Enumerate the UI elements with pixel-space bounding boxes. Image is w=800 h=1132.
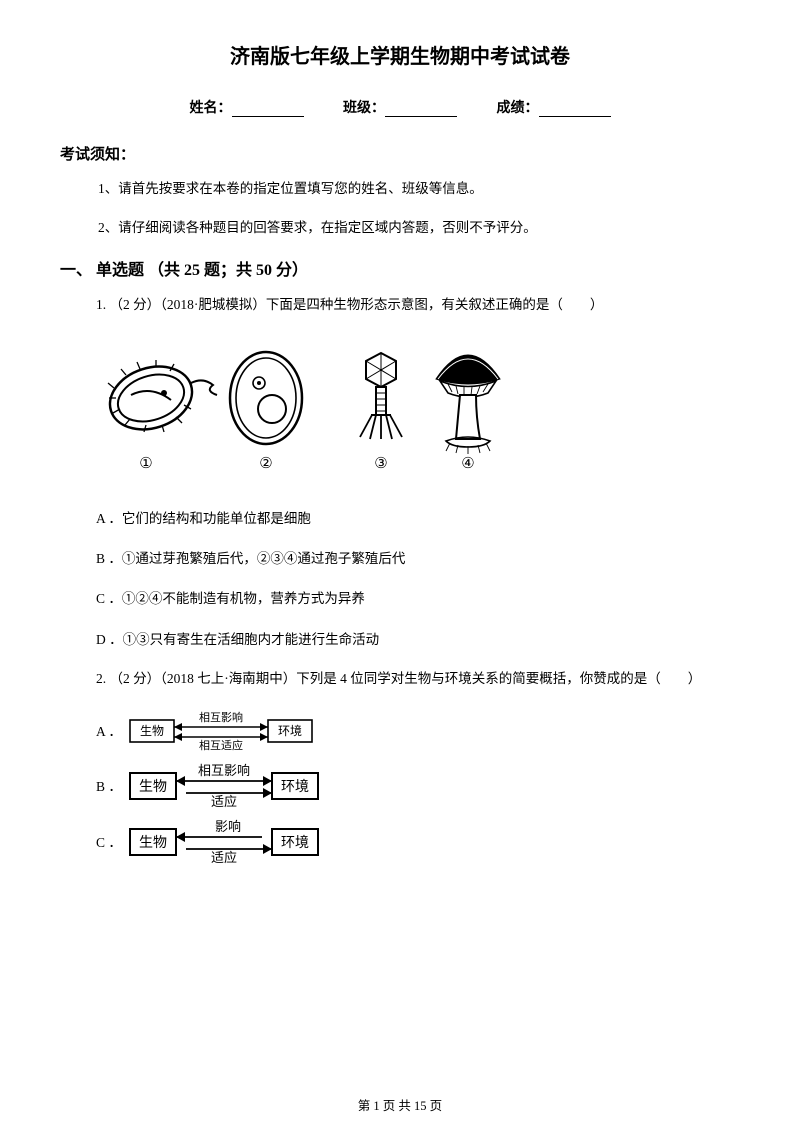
q2-option-b: B ． 生物 环境 相互影响 适应 — [96, 761, 740, 809]
page-footer: 第 1 页 共 15 页 — [0, 1095, 800, 1114]
score-blank[interactable] — [539, 102, 611, 117]
svg-text:适应: 适应 — [211, 850, 237, 865]
svg-text:环境: 环境 — [281, 835, 309, 851]
svg-text:相互适应: 相互适应 — [199, 738, 243, 752]
q1-option-b: B ．①通过芽孢繁殖后代，②③④通过孢子繁殖后代 — [96, 547, 740, 571]
svg-text:适应: 适应 — [211, 794, 237, 809]
info-line: 姓名： 班级： 成绩： — [60, 97, 740, 117]
svg-text:①: ① — [139, 456, 152, 472]
q1-option-c: C ．①②④不能制造有机物，营养方式为异养 — [96, 587, 740, 611]
q1-option-d: D ．①③只有寄生在活细胞内才能进行生命活动 — [96, 628, 740, 652]
svg-text:生物: 生物 — [139, 835, 167, 851]
option-letter-a: A ． — [96, 720, 122, 740]
svg-text:生物: 生物 — [139, 779, 167, 795]
svg-text:④: ④ — [461, 456, 474, 472]
score-label: 成绩： — [497, 101, 539, 116]
name-label: 姓名： — [190, 101, 232, 116]
option-letter-b: B ． — [96, 775, 122, 795]
exam-title: 济南版七年级上学期生物期中考试试卷 — [60, 40, 740, 69]
q1-option-a: A ．它们的结构和功能单位都是细胞 — [96, 507, 740, 531]
option-letter-c: C ． — [96, 831, 122, 851]
svg-text:③: ③ — [374, 456, 387, 472]
q1-stem: 1. （2 分）（2018·肥城模拟）下面是四种生物形态示意图，有关叙述正确的是… — [96, 294, 740, 317]
svg-text:②: ② — [259, 456, 272, 472]
svg-text:相互影响: 相互影响 — [199, 711, 243, 724]
q2-option-a: A ． 生物 环境 相互影响 相互适应 — [96, 707, 740, 753]
q2-option-c: C ． 生物 环境 影响 适应 — [96, 817, 740, 865]
class-label: 班级： — [343, 101, 385, 116]
q1-figure: ① ② — [96, 333, 740, 493]
part1-title: 一、 单选题 （共 25 题；共 50 分） — [60, 256, 740, 280]
svg-text:生物: 生物 — [140, 724, 164, 738]
svg-text:相互影响: 相互影响 — [198, 763, 250, 778]
svg-text:环境: 环境 — [278, 723, 302, 738]
class-blank[interactable] — [385, 102, 457, 117]
instruction-1: 1、请首先按要求在本卷的指定位置填写您的姓名、班级等信息。 — [98, 178, 740, 201]
instructions-header: 考试须知： — [60, 143, 740, 164]
instruction-2: 2、请仔细阅读各种题目的回答要求，在指定区域内答题，否则不予评分。 — [98, 217, 740, 240]
q2-stem: 2. （2 分）（2018 七上·海南期中）下列是 4 位同学对生物与环境关系的… — [96, 668, 740, 691]
svg-text:影响: 影响 — [215, 819, 241, 834]
svg-text:环境: 环境 — [281, 779, 309, 795]
name-blank[interactable] — [232, 102, 304, 117]
